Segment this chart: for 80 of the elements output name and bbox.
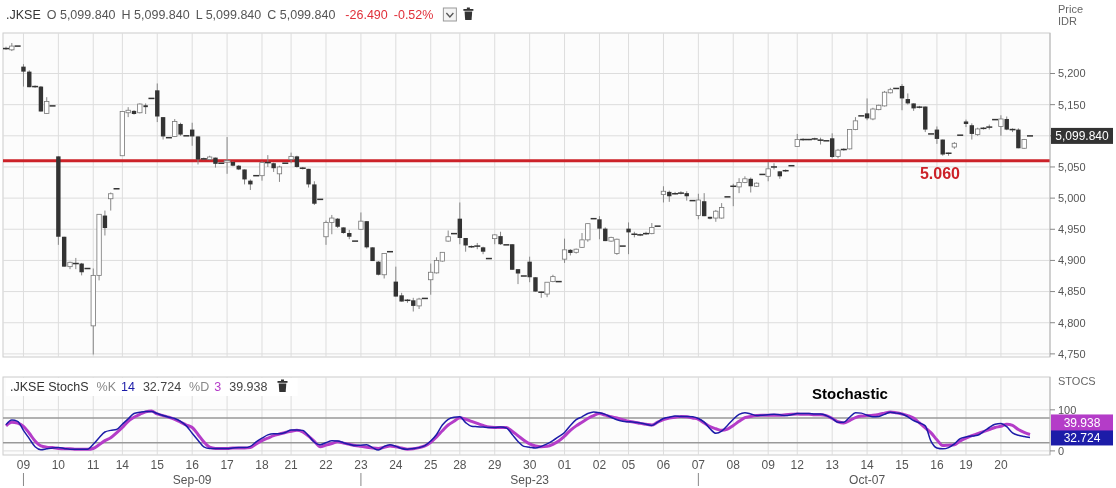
x-tick-label: 29: [488, 458, 502, 472]
chart-title: .JKSE StochS: [10, 380, 89, 394]
x-tick-label: 11: [87, 458, 100, 472]
candlestick: [515, 268, 521, 285]
candlestick: [765, 161, 771, 182]
text: %D: [189, 380, 210, 394]
y-tick-label: 4,850: [1058, 285, 1086, 298]
x-tick-label: 22: [319, 458, 333, 472]
y-tick-label: 4,900: [1058, 254, 1086, 267]
chart-title: .JKSE: [6, 8, 41, 22]
y-tick-label: 5,150: [1058, 98, 1086, 111]
x-tick-label: 08: [726, 458, 741, 472]
text: 5,099.840: [1055, 129, 1110, 144]
x-tick-label: 09: [761, 458, 776, 472]
text: L 5,099.840: [195, 8, 262, 22]
candlestick: [597, 215, 602, 240]
x-tick-label: 01: [557, 458, 572, 472]
x-tick-label: 12: [790, 458, 805, 472]
candlestick: [21, 63, 26, 88]
x-tick-label: 28: [453, 458, 467, 472]
annotation: 39.938: [229, 380, 268, 394]
x-tick-label: 14: [115, 458, 130, 472]
text: Sep-23: [510, 473, 550, 487]
x-tick-label: 17: [220, 458, 235, 472]
candlestick: [998, 114, 1004, 137]
text: -26.490: [345, 8, 388, 22]
annotation: 3: [214, 380, 222, 394]
x-tick-label: 15: [895, 458, 909, 472]
x-tick-label: 19: [959, 458, 973, 472]
text: 39.938: [1063, 415, 1101, 430]
text: O 5,099.840: [46, 8, 116, 22]
y-tick-label: 5,000: [1058, 191, 1086, 204]
x-tick-label: 20: [994, 458, 1008, 472]
candlestick: [259, 160, 265, 182]
x-tick-label: 25: [424, 458, 438, 472]
candlestick: [963, 119, 969, 128]
text: C 5,099.840: [267, 8, 336, 22]
y-tick-label: 5,200: [1058, 67, 1086, 80]
candlestick: [358, 211, 364, 231]
x-tick-label: 09: [16, 458, 31, 472]
text: Oct-07: [849, 473, 886, 487]
y-tick-label: 100: [1058, 403, 1077, 416]
x-tick-label: 18: [255, 458, 269, 472]
annotation: 5.060: [919, 164, 961, 182]
x-tick-label: 16: [185, 458, 200, 472]
text: -0.52%: [393, 8, 434, 22]
y-axis-title: STOCS: [1058, 375, 1096, 387]
text: %K: [96, 380, 117, 394]
y-tick-label: 4,800: [1058, 316, 1086, 329]
x-tick-label: 13: [825, 458, 840, 472]
annotation: 32.724: [142, 380, 182, 394]
candlestick: [626, 221, 631, 255]
y-tick-label: 5,050: [1058, 160, 1086, 173]
candlestick: [561, 238, 568, 264]
x-tick-label: 16: [930, 458, 944, 472]
y-tick-label: 4,750: [1058, 347, 1086, 360]
y-tick-label: 0: [1058, 444, 1065, 457]
text: H 5,099.840: [121, 8, 190, 22]
candlestick: [771, 162, 777, 170]
text: Sep-09: [172, 473, 212, 487]
x-tick-label: 02: [592, 458, 607, 472]
x-tick-label: 07: [691, 458, 706, 472]
candlestick: [223, 136, 231, 175]
x-tick-label: 30: [522, 458, 537, 472]
x-tick-label: 21: [284, 458, 299, 472]
x-tick-label: 15: [150, 458, 165, 472]
x-tick-label: 23: [354, 458, 368, 472]
y-axis-title: Price IDR: [1058, 3, 1084, 27]
y-tick-label: 4,950: [1058, 223, 1086, 236]
candlestick: [695, 193, 701, 220]
x-tick-label: 14: [860, 458, 875, 472]
x-tick-label: 24: [389, 458, 403, 472]
text: 32.724: [1063, 430, 1101, 445]
annotation: 14: [120, 380, 135, 394]
annotation: Stochastic: [812, 385, 888, 402]
candlestick: [288, 152, 294, 164]
x-tick-label: 10: [51, 458, 66, 472]
x-tick-label: 05: [621, 458, 636, 472]
x-tick-label: 06: [656, 458, 671, 472]
candlestick: [381, 253, 387, 279]
